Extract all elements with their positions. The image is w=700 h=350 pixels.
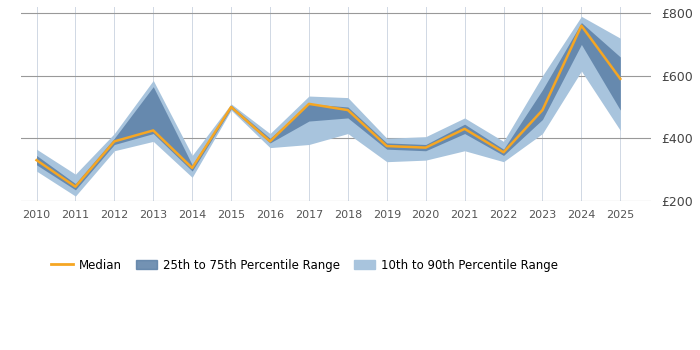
Legend: Median, 25th to 75th Percentile Range, 10th to 90th Percentile Range: Median, 25th to 75th Percentile Range, 1…: [47, 254, 563, 276]
